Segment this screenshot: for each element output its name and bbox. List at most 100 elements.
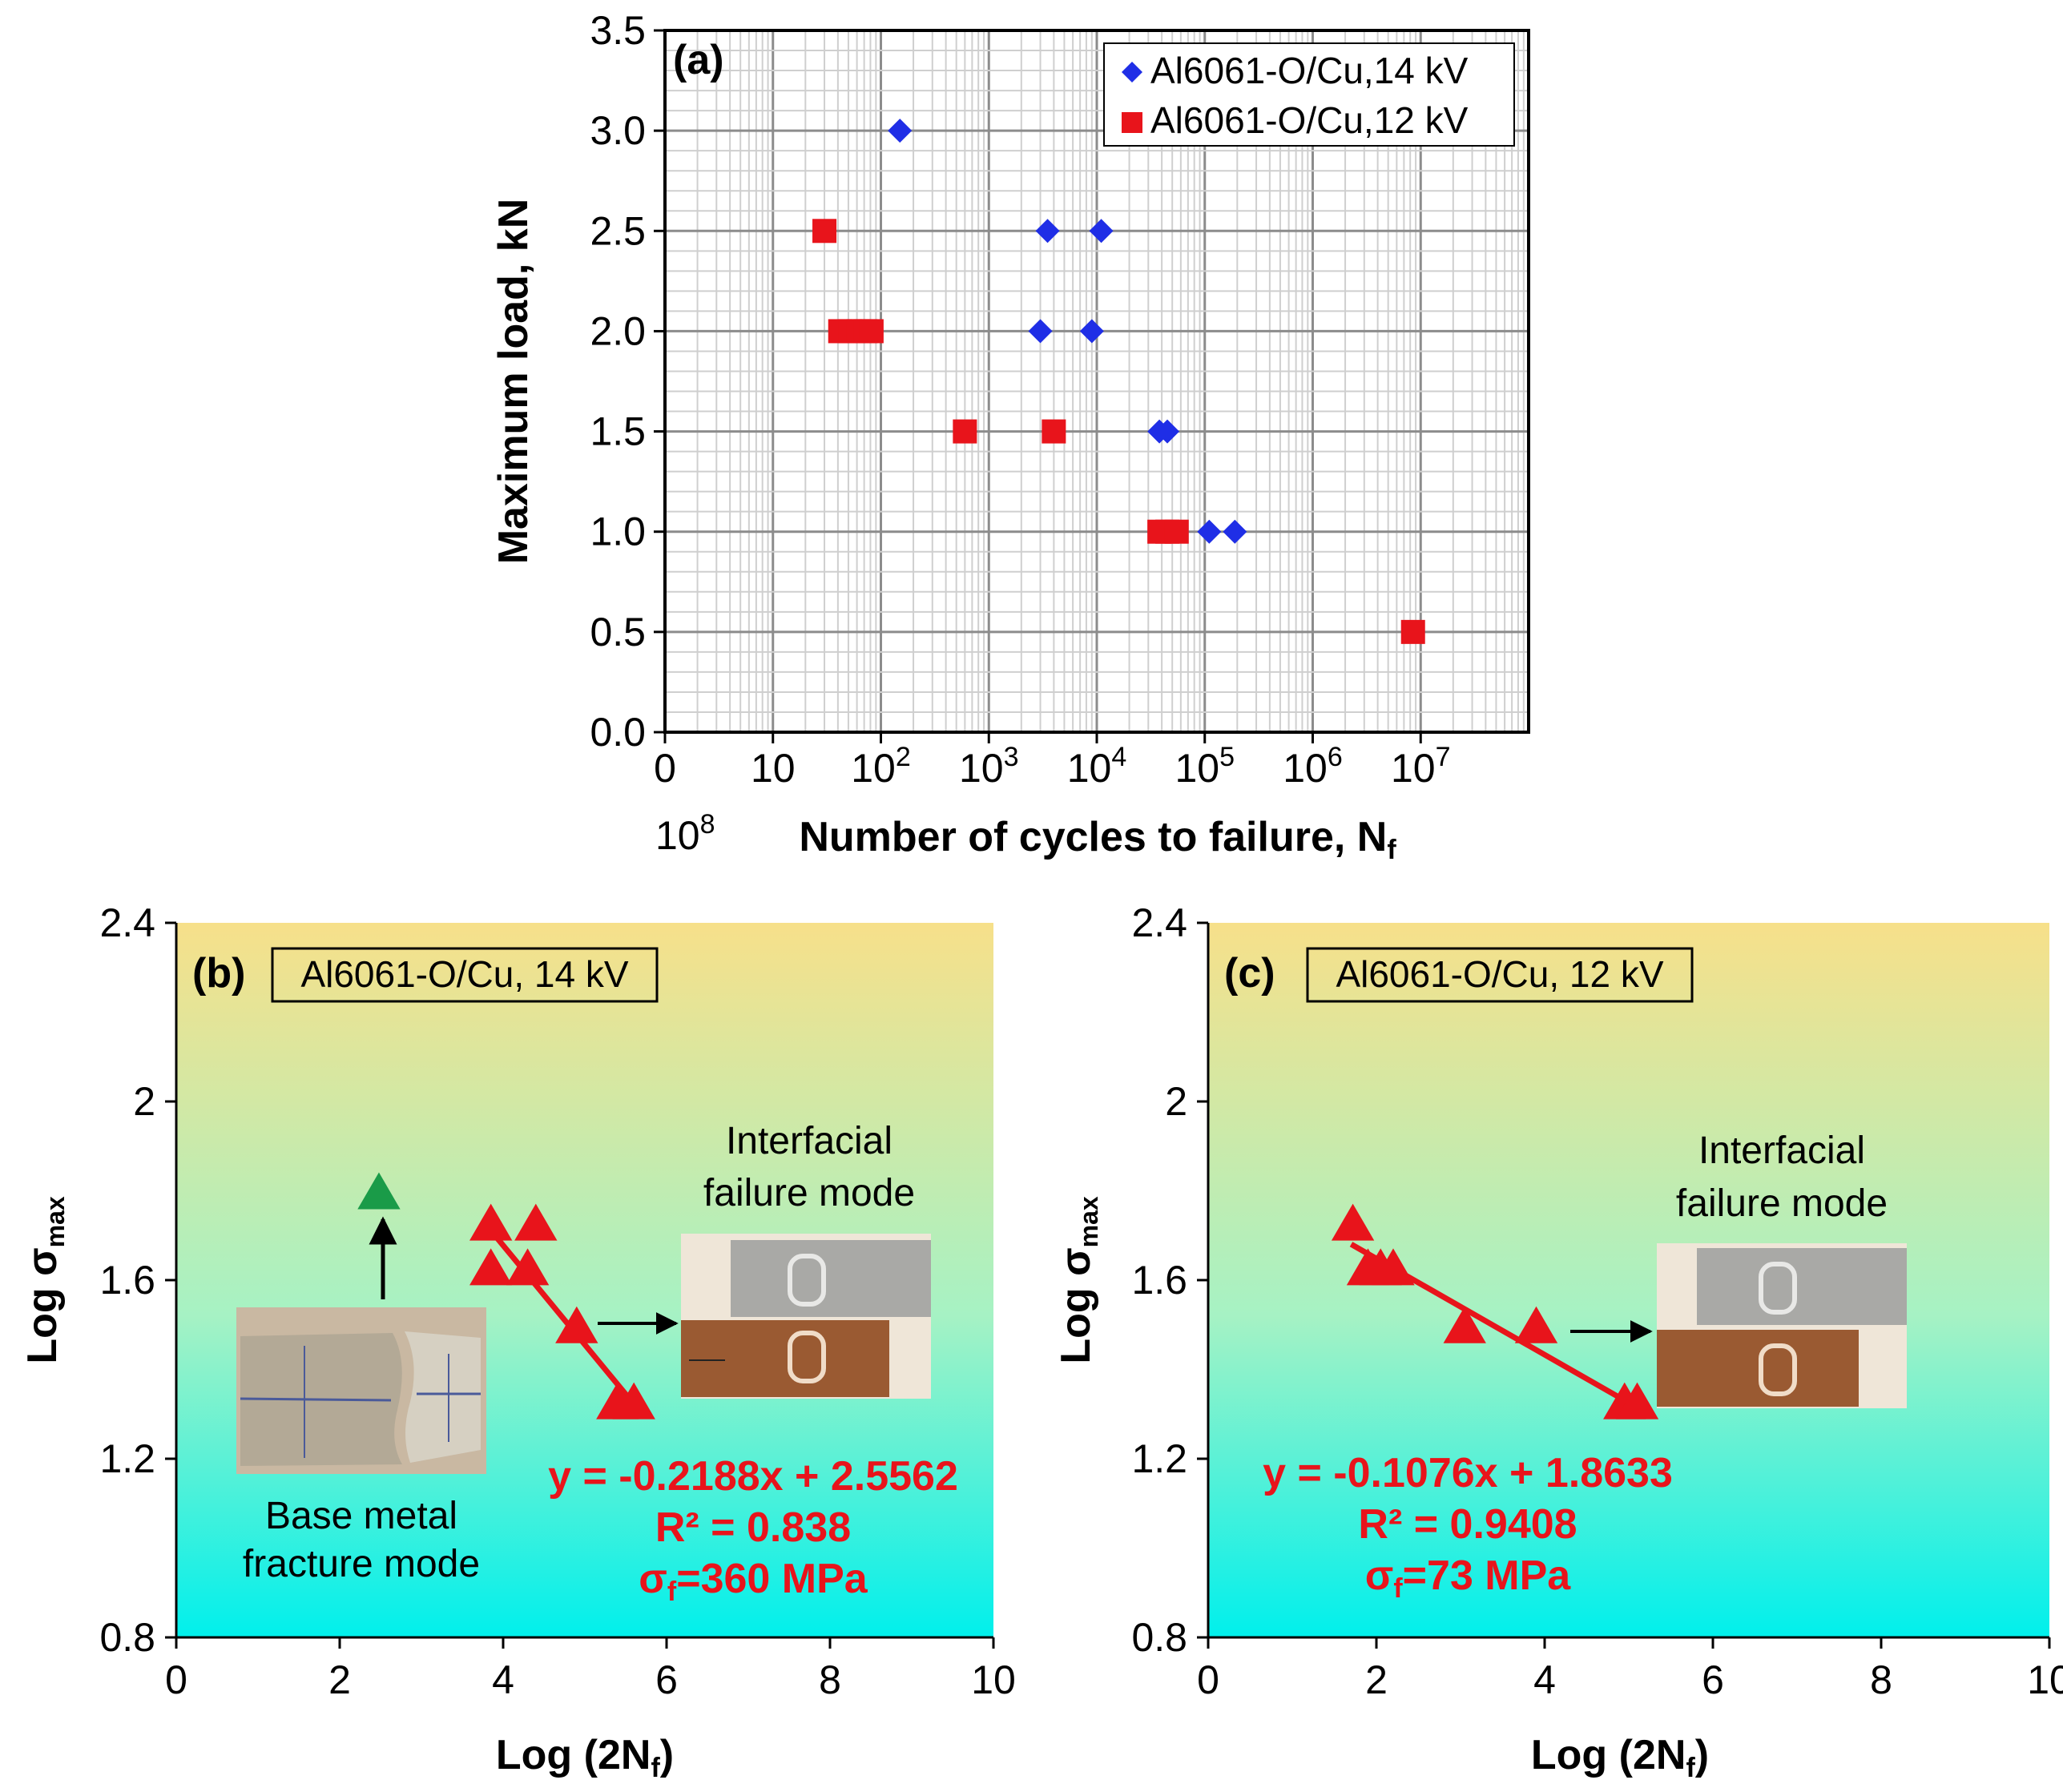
y-tick-label: 1.2 <box>99 1436 155 1481</box>
x-tick-exponent: 5 <box>1219 742 1235 772</box>
legend-box <box>1103 42 1515 147</box>
x-tick-base: 10 <box>1391 746 1436 791</box>
x-tick-label: 8 <box>1870 1657 1892 1702</box>
x-tick-label-extra: 108 <box>655 809 715 858</box>
x-tick-base: 0 <box>654 746 676 791</box>
x-tick-label: 10 <box>971 1657 1016 1702</box>
panel-b-y-axis-label: Log σmax <box>19 1196 70 1364</box>
y-tick-label: 2.5 <box>590 208 646 253</box>
panel-b-title: Al6061-O/Cu, 14 kV <box>300 953 628 995</box>
x-tick-label: 2 <box>1365 1657 1388 1702</box>
y-tick-label: 0.5 <box>590 610 646 654</box>
data-point-triangle <box>555 1306 598 1343</box>
x-tick-base: 10 <box>655 813 700 858</box>
x-tick-label: 106 <box>1283 742 1343 791</box>
interfacial-failure-photo-b <box>681 1234 931 1399</box>
data-point-14kv <box>1197 519 1222 544</box>
panel-b-base-text-1: Base metal <box>265 1495 457 1537</box>
x-tick-label: 107 <box>1391 742 1451 791</box>
data-point-12kv <box>1400 619 1425 644</box>
x-tick-label: 0 <box>654 746 676 791</box>
panel-c-label: (c) <box>1224 950 1275 997</box>
panel-b-interfacial-text-2: failure mode <box>703 1172 915 1214</box>
data-point-triangle <box>514 1203 558 1241</box>
x-tick-label: 0 <box>165 1657 187 1702</box>
x-tick-label: 0 <box>1197 1657 1219 1702</box>
panel-c-sigma-f: σf=73 MPa <box>1365 1552 1572 1604</box>
panel-a-label: (a) <box>673 37 724 83</box>
data-point-triangle <box>469 1248 513 1286</box>
data-point-triangle <box>1443 1306 1486 1343</box>
data-point-14kv <box>1223 519 1247 544</box>
x-tick-exponent: 8 <box>700 809 715 840</box>
y-tick-label: 1.0 <box>590 509 646 554</box>
x-tick-base: 10 <box>959 746 1004 791</box>
x-tick-label: 4 <box>1533 1657 1556 1702</box>
x-tick-exponent: 2 <box>896 742 911 772</box>
data-point-triangle <box>612 1382 655 1420</box>
y-tick-label: 1.6 <box>1131 1258 1187 1303</box>
panel-b-base-metal-point <box>357 1172 401 1210</box>
panel-a-y-ticks: 0.0 0.5 1.0 1.5 2.0 2.5 3.0 3.5 <box>590 8 665 755</box>
data-point-12kv <box>953 419 977 444</box>
panel-c-plot-area <box>1208 923 2049 1637</box>
data-point-triangle <box>506 1248 550 1286</box>
panel-c-r2: R² = 0.9408 <box>1358 1501 1577 1548</box>
panel-b-interfacial-text-1: Interfacial <box>726 1120 892 1162</box>
y-tick-label: 3.5 <box>590 8 646 53</box>
x-tick-base: 10 <box>1067 746 1112 791</box>
x-tick-exponent: 6 <box>1328 742 1343 772</box>
panel-c-x-axis-label: Log (2Nf) <box>1531 1732 1709 1783</box>
x-tick-label: 10 <box>2027 1657 2063 1702</box>
panel-c-y-axis-label: Log σmax <box>1053 1196 1103 1364</box>
legend-marker-14kv <box>1122 62 1142 83</box>
x-tick-label: 102 <box>851 742 911 791</box>
data-point-14kv <box>888 119 913 143</box>
y-tick-label: 2 <box>1165 1079 1187 1124</box>
x-tick-label: 2 <box>328 1657 351 1702</box>
y-tick-label: 0.8 <box>1131 1615 1187 1660</box>
x-tick-label: 103 <box>959 742 1019 791</box>
panel-c-chart: 0.8 1.2 1.6 2 2.4 0 2 4 6 8 10 (c) Al6061-O/Cu, 12… <box>1053 900 2063 1783</box>
x-tick-label: 10 <box>751 746 796 791</box>
data-point-12kv <box>812 219 837 244</box>
data-point-14kv <box>1028 319 1053 344</box>
x-tick-label: 8 <box>819 1657 841 1702</box>
panel-c-interfacial-text-1: Interfacial <box>1698 1130 1865 1172</box>
data-point-14kv <box>1079 319 1104 344</box>
data-point-14kv <box>1089 219 1114 244</box>
x-tick-base: 10 <box>851 746 896 791</box>
x-tick-exponent: 7 <box>1436 742 1451 772</box>
panel-a-chart: 0.00.51.01.52.02.53.03.5 0 10 102 103 104 105… <box>490 8 1530 865</box>
legend-marker-12kv <box>1122 112 1142 133</box>
y-tick-label: 0.0 <box>590 710 646 755</box>
data-point-triangle <box>1372 1248 1415 1286</box>
panel-b-label: (b) <box>192 950 245 997</box>
panel-b-base-text-2: fracture mode <box>243 1543 480 1585</box>
y-tick-label: 2.4 <box>1131 900 1187 945</box>
panel-b-sigma-f: σf=360 MPa <box>639 1556 868 1607</box>
y-tick-label: 1.5 <box>590 409 646 454</box>
panel-c-interfacial-text-2: failure mode <box>1676 1182 1888 1225</box>
data-point-triangle <box>1514 1306 1558 1343</box>
panel-c-axes: 0.8 1.2 1.6 2 2.4 0 2 4 6 8 10 <box>1131 900 2063 1702</box>
x-tick-label: 4 <box>492 1657 514 1702</box>
data-point-triangle <box>1615 1382 1659 1420</box>
panel-b-equation: y = -0.2188x + 2.5562 <box>548 1453 958 1500</box>
x-tick-base: 10 <box>1283 746 1328 791</box>
x-tick-base: 10 <box>1175 746 1219 791</box>
y-tick-label: 2 <box>133 1079 155 1124</box>
x-tick-label: 105 <box>1175 742 1235 791</box>
panel-a-gridlines <box>665 30 1529 732</box>
y-tick-label: 3.0 <box>590 108 646 153</box>
panel-b-x-axis-label: Log (2Nf) <box>496 1732 674 1783</box>
panel-c-title-box <box>1306 947 1694 1003</box>
panel-c-title: Al6061-O/Cu, 12 kV <box>1336 953 1663 995</box>
panel-a-y-axis-label: Maximum load, kN <box>490 199 537 565</box>
y-tick-label: 0.8 <box>99 1615 155 1660</box>
panel-a-points <box>812 119 1425 644</box>
panel-c-equation: y = -0.1076x + 1.8633 <box>1263 1450 1673 1496</box>
legend-label-12kv: Al6061-O/Cu,12 kV <box>1150 99 1469 141</box>
x-tick-label: 104 <box>1067 742 1127 791</box>
